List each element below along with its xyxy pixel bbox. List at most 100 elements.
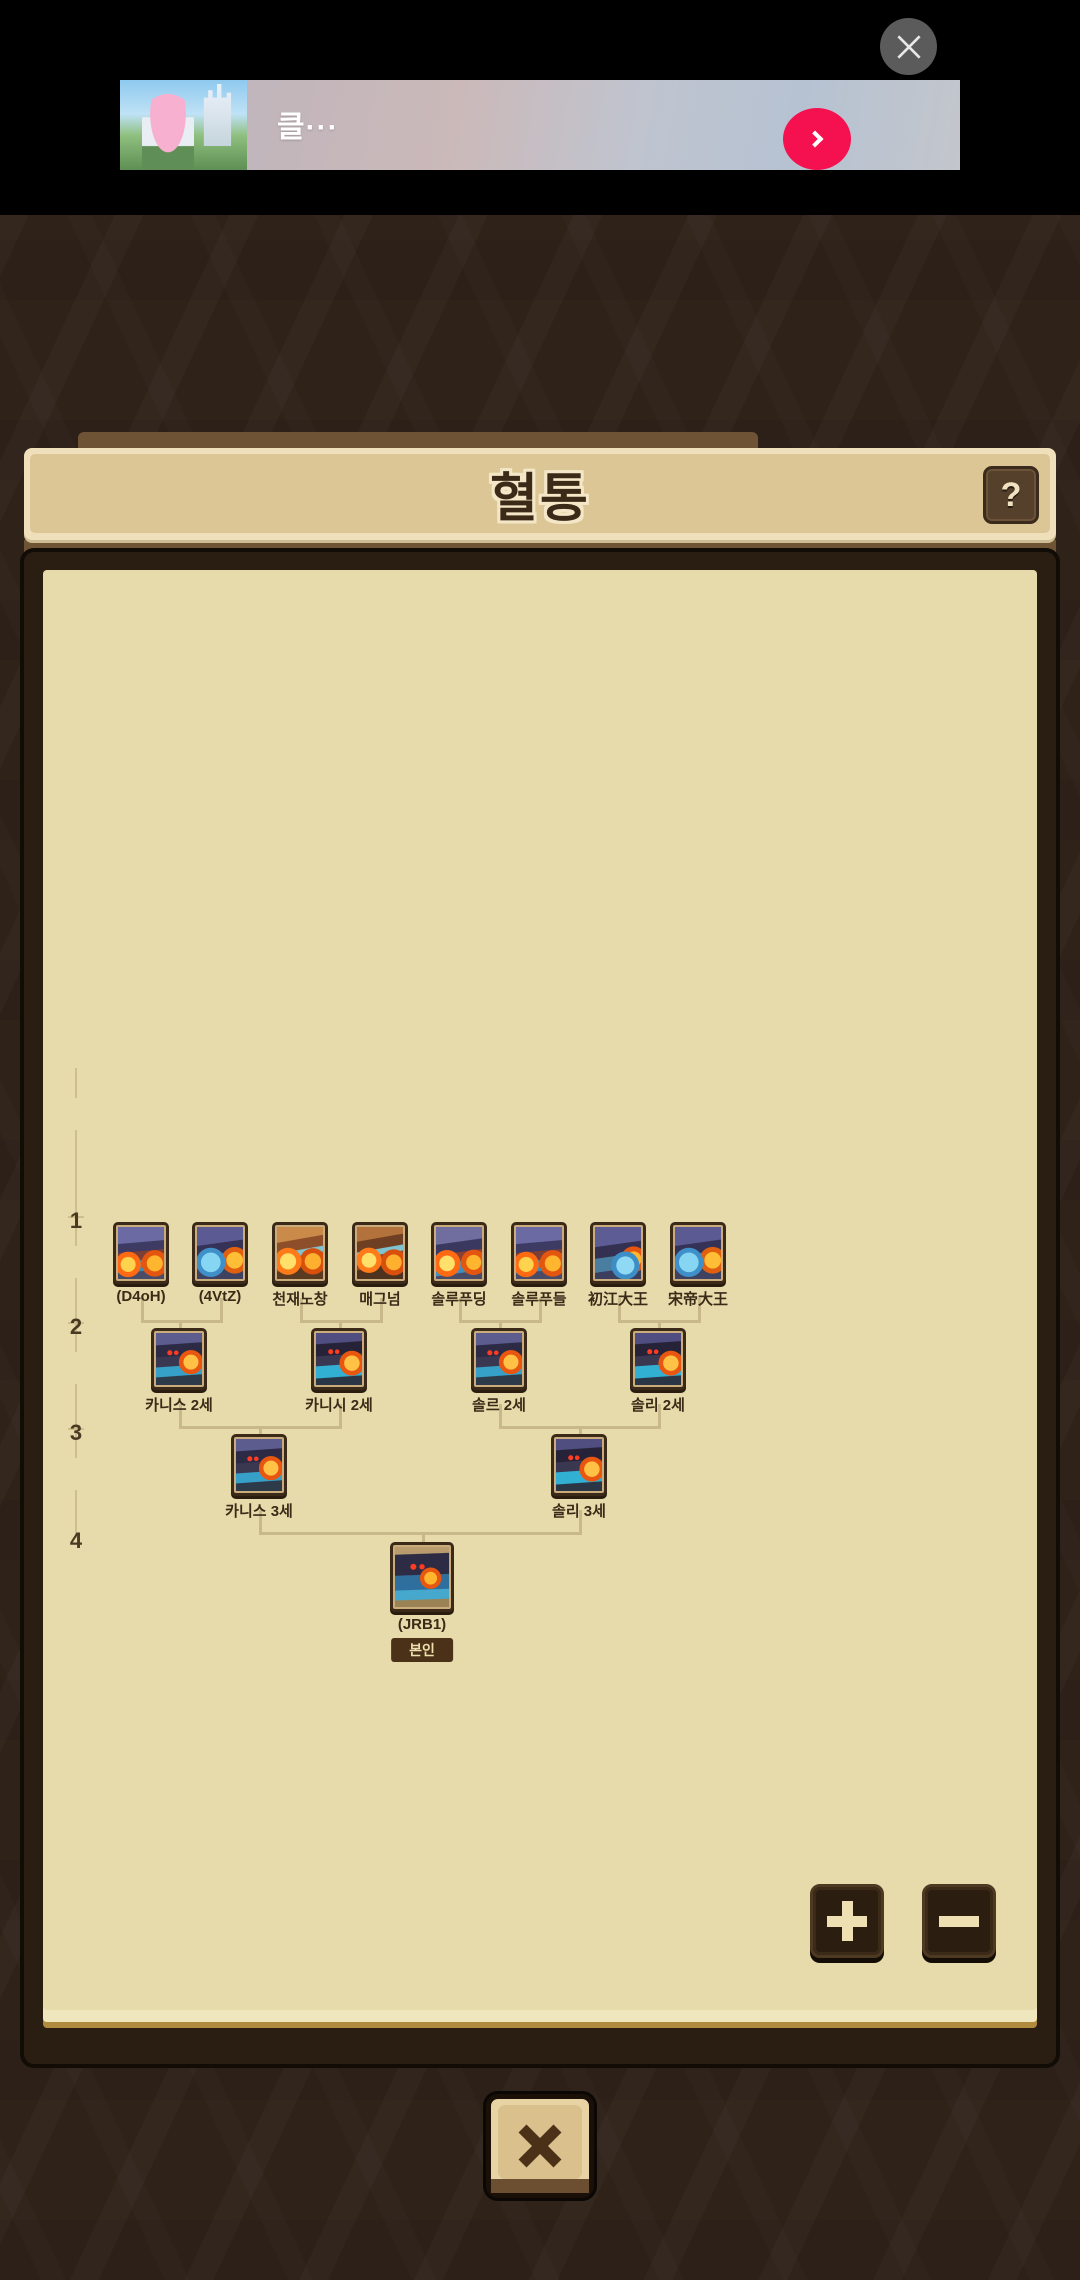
tree-link-vertical xyxy=(499,1320,502,1328)
unit-portrait xyxy=(595,1227,641,1279)
ruler-segment xyxy=(75,1068,77,1098)
tree-link-vertical xyxy=(179,1320,182,1328)
unit-card[interactable] xyxy=(113,1222,169,1284)
minus-icon xyxy=(939,1915,979,1927)
ad-title: 클··· xyxy=(277,111,339,144)
unit-card[interactable] xyxy=(670,1222,726,1284)
tree-link-vertical xyxy=(539,1298,542,1320)
unit-portrait xyxy=(675,1227,721,1279)
tree-node[interactable]: 솔르 2세 xyxy=(471,1328,527,1414)
unit-card[interactable] xyxy=(352,1222,408,1284)
ruler-segment xyxy=(75,1130,77,1216)
tree-node[interactable]: 솔루푸딩 xyxy=(431,1222,487,1308)
tree-link-horizontal xyxy=(141,1320,223,1323)
unit-card[interactable] xyxy=(390,1542,454,1612)
tree-link-vertical xyxy=(141,1298,144,1320)
unit-name-label: 솔루푸딩 xyxy=(431,1291,487,1308)
ad-cta-button[interactable] xyxy=(783,108,851,170)
unit-name-label: 천재노창 xyxy=(272,1291,328,1308)
tree-node[interactable]: 카니스 2세 xyxy=(145,1328,213,1414)
unit-card[interactable] xyxy=(511,1222,567,1284)
unit-name-label: 宋帝大王 xyxy=(667,1291,729,1308)
unit-portrait xyxy=(516,1227,562,1279)
ruler-segment xyxy=(75,1384,77,1428)
tree-link-vertical xyxy=(618,1298,621,1320)
page-title: 혈통 xyxy=(490,470,590,528)
unit-card[interactable] xyxy=(471,1328,527,1390)
tree-link-vertical xyxy=(579,1510,582,1532)
unit-name-label: 카니스 3세 xyxy=(225,1503,293,1520)
bloodline-canvas[interactable]: 1 2 3 4 (D4oH) (4VtZ) 천재노창 매그넘 솔루푸딩 솔루푸들 初江大王 宋帝大王 카… xyxy=(43,570,1037,2022)
unit-name-label: 솔리 3세 xyxy=(552,1503,606,1520)
tree-link-horizontal xyxy=(259,1532,582,1535)
tree-link-vertical xyxy=(499,1404,502,1426)
family-tree: 1 2 3 4 (D4oH) (4VtZ) 천재노창 매그넘 솔루푸딩 솔루푸들 初江大王 宋帝大王 카… xyxy=(43,570,1037,2022)
tree-link-vertical xyxy=(380,1298,383,1320)
unit-portrait xyxy=(118,1227,164,1279)
unit-name-label: 카니스 2세 xyxy=(145,1397,213,1414)
tree-node[interactable]: (D4oH) xyxy=(113,1222,169,1305)
tree-node[interactable]: 솔루푸들 xyxy=(511,1222,567,1308)
zoom-out-button[interactable] xyxy=(922,1884,996,1958)
tree-node[interactable]: 宋帝大王 xyxy=(668,1222,728,1308)
unit-card[interactable] xyxy=(231,1434,287,1496)
ad-banner[interactable]: 클··· xyxy=(120,80,960,170)
unit-portrait xyxy=(556,1439,602,1491)
tree-link-vertical xyxy=(459,1298,462,1320)
unit-card[interactable] xyxy=(590,1222,646,1284)
ad-bar: 클··· xyxy=(0,0,1080,215)
ruler-segment xyxy=(75,1322,77,1352)
unit-portrait xyxy=(277,1227,323,1279)
unit-portrait xyxy=(436,1227,482,1279)
unit-name-label: 初江大王 xyxy=(587,1291,649,1308)
generation-label-3: 3 xyxy=(69,1420,83,1445)
unit-card[interactable] xyxy=(431,1222,487,1284)
tree-link-vertical xyxy=(658,1320,661,1328)
zoom-in-button[interactable] xyxy=(810,1884,884,1958)
tree-node[interactable]: (JRB1) 본인 xyxy=(390,1542,454,1662)
unit-card[interactable] xyxy=(311,1328,367,1390)
help-button[interactable]: ? xyxy=(983,466,1039,524)
tree-link-vertical xyxy=(339,1404,342,1426)
tree-node[interactable]: 카니스 3세 xyxy=(225,1434,293,1520)
question-mark-icon: ? xyxy=(1000,475,1022,514)
ruler-tick xyxy=(68,1216,84,1218)
chevron-right-icon xyxy=(806,130,824,148)
ruler-tick xyxy=(68,1322,84,1324)
close-button[interactable] xyxy=(486,2094,594,2198)
tree-link-vertical xyxy=(220,1298,223,1320)
tree-node[interactable]: 初江大王 xyxy=(588,1222,648,1308)
tree-link-vertical xyxy=(179,1404,182,1426)
unit-card[interactable] xyxy=(551,1434,607,1496)
ruler-segment xyxy=(75,1216,77,1246)
castle-graphic xyxy=(203,84,232,146)
unit-card[interactable] xyxy=(192,1222,248,1284)
unit-portrait xyxy=(156,1333,202,1385)
unit-card[interactable] xyxy=(272,1222,328,1284)
title-bar: 혈통 ? xyxy=(24,448,1056,540)
tree-node[interactable]: 카니시 2세 xyxy=(305,1328,373,1414)
unit-portrait xyxy=(236,1439,282,1491)
unit-portrait xyxy=(197,1227,243,1279)
close-icon xyxy=(896,34,921,59)
tree-node[interactable]: 솔리 3세 xyxy=(551,1434,607,1520)
tree-node[interactable]: (4VtZ) xyxy=(192,1222,248,1305)
tree-node[interactable]: 천재노창 xyxy=(272,1222,328,1308)
unit-portrait xyxy=(395,1547,449,1607)
close-button-foot xyxy=(491,2179,589,2193)
tree-link-vertical xyxy=(658,1404,661,1426)
tree-node[interactable]: 매그넘 xyxy=(352,1222,408,1308)
tree-link-vertical xyxy=(339,1320,342,1328)
tree-link-vertical xyxy=(300,1298,303,1320)
ad-close-button[interactable] xyxy=(880,18,937,75)
unit-card[interactable] xyxy=(151,1328,207,1390)
unit-name-label: 매그넘 xyxy=(359,1291,401,1308)
unit-name-label: (4VtZ) xyxy=(198,1288,242,1305)
generation-label-2: 2 xyxy=(69,1314,83,1339)
unit-name-label: (JRB1) xyxy=(397,1616,447,1633)
close-x-icon xyxy=(518,2124,562,2168)
tree-node[interactable]: 솔리 2세 xyxy=(630,1328,686,1414)
unit-card[interactable] xyxy=(630,1328,686,1390)
bloodline-panel: 1 2 3 4 (D4oH) (4VtZ) 천재노창 매그넘 솔루푸딩 솔루푸들 初江大王 宋帝大王 카… xyxy=(24,552,1056,2064)
unit-name-label: 카니시 2세 xyxy=(305,1397,373,1414)
